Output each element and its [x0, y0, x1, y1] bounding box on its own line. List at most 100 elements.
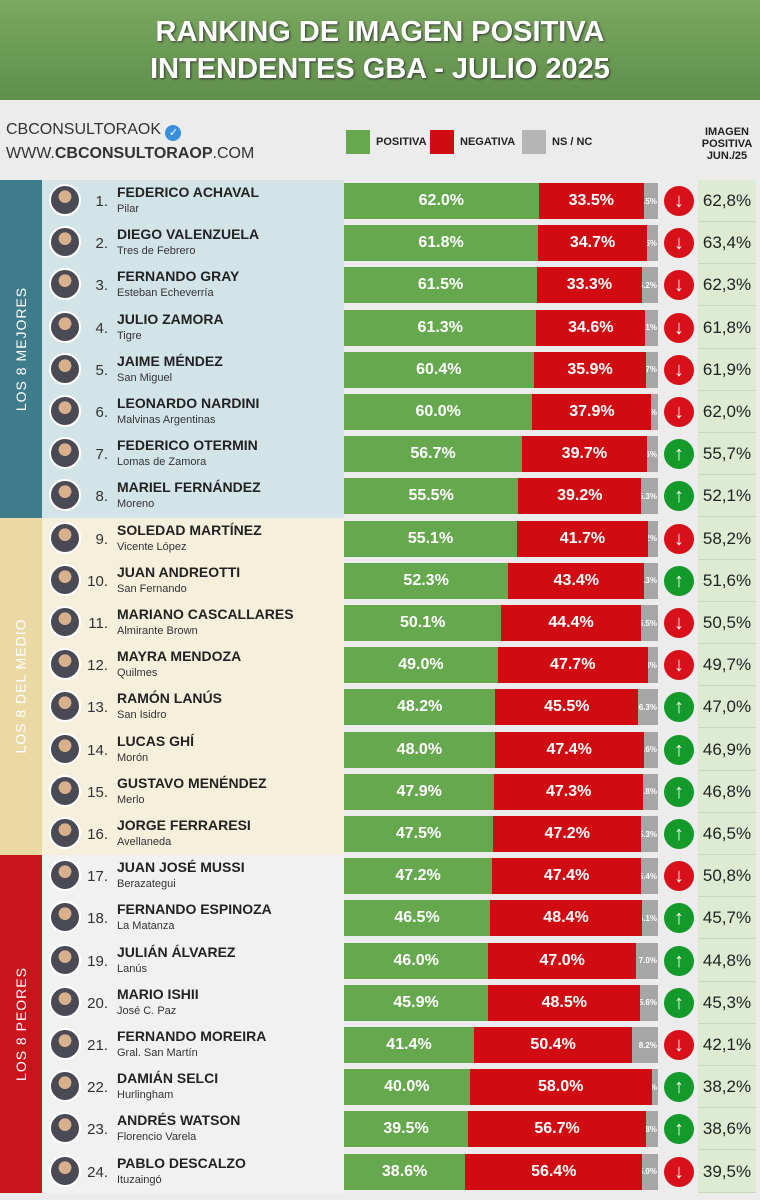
- rank: 3.: [95, 277, 108, 295]
- value-negativa: 47.2%: [544, 825, 590, 842]
- table-row: 9. SOLEDAD MARTÍNEZ Vicente López 55.1% 41.7…: [0, 518, 760, 560]
- bar-negativa: 39.2%: [518, 478, 642, 515]
- bar-negativa: 35.9%: [533, 351, 647, 388]
- account-name: CBCONSULTORAOK: [6, 121, 161, 138]
- prev-column-header: IMAGEN POSITIVA JUN./25: [696, 126, 758, 162]
- rank: 6.: [95, 404, 108, 421]
- table-row: 19. JULIÁN ÁLVAREZ Lanús 46.0% 47.0% 7.0% ↑ 44,…: [0, 940, 760, 982]
- prev-value: 62,3%: [698, 264, 756, 307]
- value-positiva: 47.9%: [396, 782, 442, 800]
- value-negativa: 33.5%: [568, 192, 614, 209]
- legend-nsnc: NS / NC: [522, 130, 592, 154]
- mayor-name: JORGE FERRARESI: [117, 817, 251, 833]
- group-panel: [42, 855, 344, 1193]
- bar-negativa: 56.7%: [468, 1111, 647, 1148]
- district: Tigre: [117, 329, 142, 342]
- table-row: 8. MARIEL FERNÁNDEZ Moreno 55.5% 39.2% 5.3% ↑5…: [0, 475, 760, 518]
- value-nsnc: 5.5%: [640, 618, 657, 628]
- arrow-up-icon: ↑: [664, 945, 694, 976]
- avatar: [49, 690, 81, 723]
- avatar: [49, 943, 81, 976]
- prev-header-line: JUN./25: [706, 150, 748, 162]
- group-panel: [42, 517, 344, 856]
- bar-nsnc: 8.2%: [632, 1027, 658, 1063]
- arrow-down-icon: ↓: [664, 650, 694, 681]
- avatar: [49, 1112, 81, 1145]
- bar-nsnc: 2.0%: [651, 1069, 658, 1106]
- value-negativa: 48.5%: [541, 993, 587, 1011]
- website: WWW.CBCONSULTORAOP.COM: [6, 145, 254, 163]
- prev-value: 46,8%: [698, 771, 756, 813]
- value-nsnc: 4.5%: [644, 196, 657, 206]
- bar-positiva: 55.1%: [344, 520, 517, 557]
- arrow-up-icon: ↑: [664, 1114, 694, 1145]
- value-positiva: 46.5%: [394, 909, 440, 927]
- rank: 12.: [87, 657, 108, 675]
- value-nsnc: 5.3%: [641, 829, 657, 839]
- arrow-down-icon: ↓: [664, 1030, 694, 1060]
- avatar: [49, 648, 81, 681]
- value-positiva: 47.2%: [395, 867, 441, 885]
- mayor-name: DIEGO VALENZUELA: [117, 226, 260, 243]
- mayor-name: MARIEL FERNÁNDEZ: [117, 479, 261, 496]
- prev-value: 58,2%: [698, 518, 756, 560]
- legend-label: NS / NC: [552, 136, 593, 148]
- bar-positiva: 50.1%: [344, 605, 502, 641]
- prev-value: 50,5%: [698, 602, 756, 644]
- bar-negativa: 37.9%: [532, 394, 652, 430]
- avatar: [49, 563, 81, 596]
- table-row: 17. JUAN JOSÉ MUSSI Berazategui 47.2% 47.4% 5…: [0, 855, 760, 898]
- avatar: [49, 395, 81, 427]
- prev-value: 62,0%: [698, 391, 756, 433]
- value-positiva: 62.0%: [418, 192, 465, 209]
- district: Gral. San Martín: [117, 1047, 198, 1059]
- arrow-down-icon: ↓: [664, 270, 694, 301]
- rank: 22.: [87, 1079, 108, 1097]
- bar-nsnc: 3.3%: [647, 647, 658, 684]
- value-negativa: 34.6%: [568, 318, 614, 336]
- value-negativa: 35.9%: [567, 360, 613, 378]
- mayor-name: PABLO DESCALZO: [117, 1154, 246, 1171]
- arrow-up-icon: ↑: [664, 987, 694, 1018]
- bar-positiva: 49.0%: [344, 647, 498, 684]
- avatar: [49, 817, 81, 849]
- value-negativa: 47.4%: [543, 867, 590, 885]
- legend-negativa: NEGATIVA: [430, 130, 515, 154]
- avatar: [49, 1070, 81, 1103]
- bar-nsnc: 5.4%: [641, 858, 658, 895]
- bar-positiva: 60.4%: [344, 351, 534, 388]
- rank: 11.: [88, 615, 108, 632]
- prev-value: 52,1%: [698, 475, 756, 518]
- rank: 19.: [87, 952, 108, 970]
- bar-positiva: 56.7%: [344, 436, 523, 473]
- rank: 23.: [87, 1121, 108, 1139]
- arrow-up-icon: ↑: [664, 1072, 694, 1103]
- verified-badge-icon: ✓: [165, 125, 182, 141]
- bar-positiva: 62.0%: [344, 183, 539, 219]
- bar-negativa: 39.7%: [522, 436, 647, 473]
- value-nsnc: 4.8%: [643, 787, 657, 797]
- mayor-name: FERNANDO ESPINOZA: [117, 901, 272, 918]
- bar-nsnc: 5.2%: [641, 267, 658, 304]
- website-prefix: WWW.: [6, 145, 55, 162]
- rank: 10.: [87, 572, 108, 590]
- table-row: 2. DIEGO VALENZUELA Tres de Febrero 61.8% 34…: [0, 222, 760, 265]
- bar-positiva: 46.0%: [344, 942, 489, 979]
- value-nsnc: 5.1%: [642, 913, 657, 923]
- prev-value: 38,6%: [698, 1108, 756, 1151]
- account-handle: CBCONSULTORAOK ✓: [6, 121, 182, 141]
- avatar: [49, 774, 81, 807]
- value-positiva: 45.9%: [393, 993, 439, 1011]
- bar-negativa: 50.4%: [473, 1027, 633, 1063]
- rank: 21.: [87, 1037, 108, 1054]
- mayor-name: JUAN JOSÉ MUSSI: [117, 859, 245, 876]
- table-row: 4. JULIO ZAMORA Tigre 61.3% 34.6% 4.1% ↓61,8%: [0, 307, 760, 349]
- value-nsnc: 4.1%: [645, 323, 657, 333]
- district: Quilmes: [117, 667, 158, 680]
- avatar: [49, 732, 81, 765]
- value-nsnc: 4.6%: [644, 745, 657, 755]
- value-negativa: 48.4%: [543, 909, 589, 927]
- table-row: 16. JORGE FERRARESI Avellaneda 47.5% 47.2% 5.…: [0, 813, 760, 855]
- avatar: [49, 901, 81, 934]
- district: Florencio Varela: [117, 1131, 197, 1144]
